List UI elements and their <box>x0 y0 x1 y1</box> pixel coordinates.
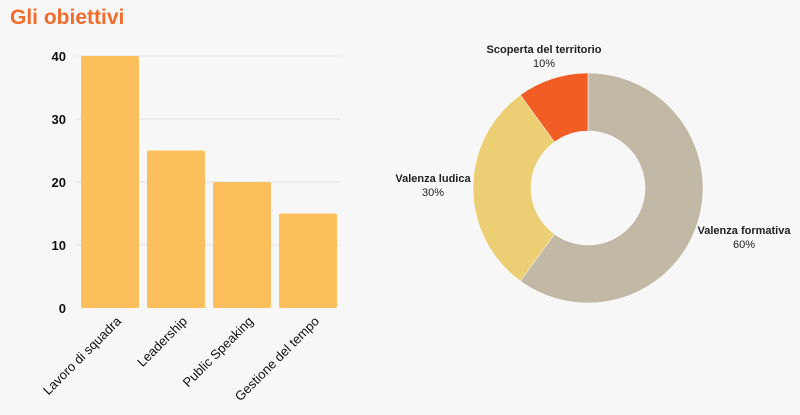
slice-value-label: 60% <box>733 239 755 251</box>
donut-slice <box>472 94 555 282</box>
y-tick-label: 0 <box>59 301 66 316</box>
x-tick-label: Public Speaking <box>180 314 257 391</box>
x-tick-label: Lavoro di squadra <box>40 313 125 398</box>
y-tick-label: 20 <box>52 175 66 190</box>
y-tick-label: 10 <box>52 238 66 253</box>
y-tick-label: 30 <box>52 112 66 127</box>
bar-chart: 0 10 20 30 40 Lavoro di squadra LeadershipPubl… <box>40 49 340 404</box>
bar <box>279 213 337 308</box>
donut-chart: Valenza formativa 60% Valenza ludica 30% Sco… <box>395 44 792 304</box>
donut-slice <box>520 72 704 304</box>
slice-label: Scoperta del territorio <box>487 44 602 56</box>
bar <box>213 182 271 308</box>
donut-slice <box>520 72 589 143</box>
x-tick-label: Leadership <box>134 314 190 370</box>
y-tick-label: 40 <box>52 49 66 64</box>
slice-value-label: 30% <box>422 187 444 199</box>
slice-value-label: 10% <box>533 58 555 70</box>
bar <box>81 56 139 308</box>
page-title: Gli obiettivi <box>10 6 125 29</box>
slice-label: Valenza ludica <box>395 173 471 185</box>
bar <box>147 150 205 308</box>
slice-label: Valenza formativa <box>698 225 792 237</box>
